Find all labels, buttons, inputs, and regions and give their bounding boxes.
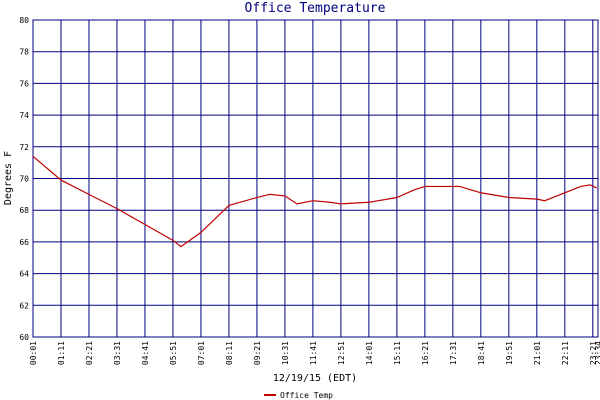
y-tick-label: 66: [19, 238, 29, 247]
y-tick-label: 62: [19, 301, 29, 310]
x-tick-label: 22:11: [561, 341, 570, 365]
y-tick-label: 78: [19, 48, 29, 57]
y-tick-label: 60: [19, 333, 29, 342]
x-tick-label: 21:01: [533, 341, 542, 365]
y-tick-label: 64: [19, 270, 29, 279]
x-tick-label: 17:31: [449, 341, 458, 365]
x-tick-label: 02:21: [85, 341, 94, 365]
x-tick-label: 12:51: [337, 341, 346, 365]
x-tick-label: 00:01: [29, 341, 38, 365]
x-tick-label: 03:31: [113, 341, 122, 365]
x-tick-label: 04:41: [141, 341, 150, 365]
x-tick-label: 23:21: [589, 341, 598, 365]
y-tick-label: 68: [19, 206, 29, 215]
x-tick-label: 08:11: [225, 341, 234, 365]
x-axis-label: 12/19/15 (EDT): [273, 373, 357, 384]
x-tick-label: 10:31: [281, 341, 290, 365]
y-axis-label: Degrees F: [3, 151, 14, 205]
x-tick-label: 23:34: [594, 341, 600, 365]
chart-title: Office Temperature: [245, 1, 386, 16]
y-tick-label: 70: [19, 175, 29, 184]
y-tick-label: 80: [19, 16, 29, 25]
x-tick-label: 18:41: [477, 341, 486, 365]
x-tick-label: 09:21: [253, 341, 262, 365]
y-tick-label: 72: [19, 143, 29, 152]
x-tick-label: 19:51: [505, 341, 514, 365]
x-tick-label: 05:51: [169, 341, 178, 365]
y-tick-label: 74: [19, 111, 29, 120]
x-tick-label: 07:01: [197, 341, 206, 365]
x-tick-label: 15:11: [393, 341, 402, 365]
legend-label: Office Temp: [280, 391, 333, 400]
data-line: [32, 155, 598, 248]
y-tick-label: 76: [19, 79, 29, 88]
x-tick-label: 14:01: [365, 341, 374, 365]
x-tick-label: 01:11: [57, 341, 66, 365]
x-tick-label: 16:21: [421, 341, 430, 365]
x-tick-label: 11:41: [309, 341, 318, 365]
